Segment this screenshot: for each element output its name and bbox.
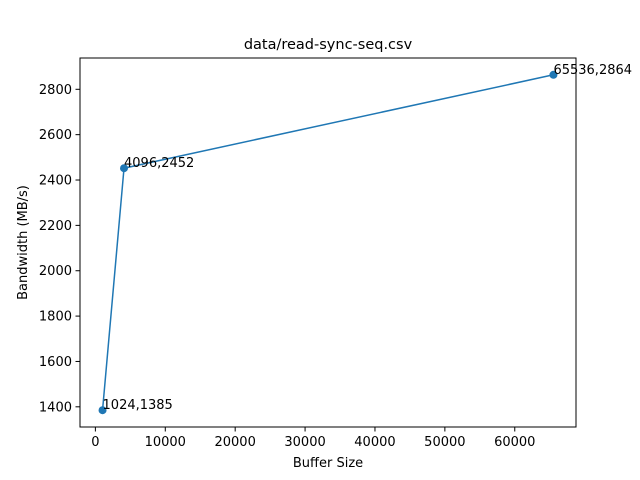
y-tick-label: 1800: [39, 310, 72, 325]
y-tick-label: 1400: [39, 400, 72, 415]
x-tick-label: 30000: [284, 435, 325, 450]
data-point: [549, 70, 558, 79]
x-tick-label: 60000: [494, 435, 535, 450]
data-point-label: 65536,2864: [553, 63, 632, 78]
y-axis-label: Bandwidth (MB/s): [16, 185, 31, 300]
data-point-label: 1024,1385: [103, 398, 173, 413]
y-tick-label: 2800: [39, 83, 72, 98]
y-tick-label: 2200: [39, 219, 72, 234]
x-tick-label: 0: [91, 435, 99, 450]
data-point: [98, 406, 107, 415]
x-tick-label: 20000: [214, 435, 255, 450]
data-point-label: 4096,2452: [124, 156, 194, 171]
axes-frame: [79, 57, 577, 428]
x-tick-label: 50000: [424, 435, 465, 450]
y-tick-label: 2000: [39, 264, 72, 279]
x-tick-label: 10000: [145, 435, 186, 450]
chart-title: data/read-sync-seq.csv: [244, 37, 413, 53]
x-tick-label: 40000: [354, 435, 395, 450]
y-tick-label: 2400: [39, 174, 72, 189]
data-point: [120, 164, 129, 173]
y-tick-label: 2600: [39, 128, 72, 143]
y-tick-label: 1600: [39, 355, 72, 370]
x-axis-label: Buffer Size: [293, 456, 363, 471]
plot-area: 0 10000 20000 30000 40000 50000 60000 1400 1600 1…: [39, 63, 632, 450]
